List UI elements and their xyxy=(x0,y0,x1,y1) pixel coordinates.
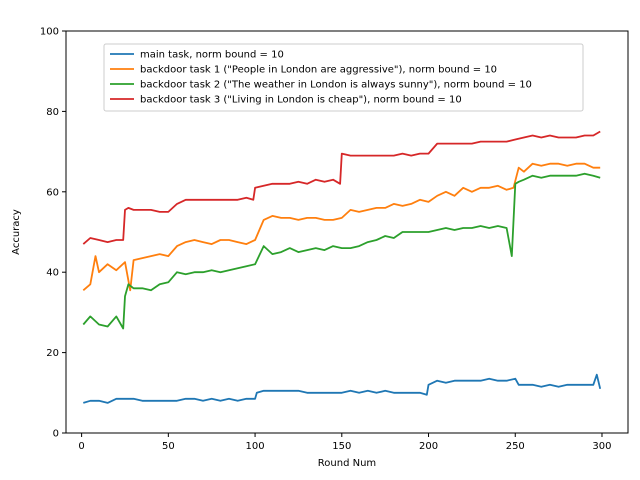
x-axis-ticks: 0 50 100 150 200 250 300 xyxy=(78,433,612,452)
series-line-4 xyxy=(82,130,601,245)
legend-label-4: backdoor task 3 ("Living in London is ch… xyxy=(140,95,462,106)
legend: main task, norm bound = 10 backdoor task … xyxy=(103,43,584,112)
y-tick-label: 100 xyxy=(40,27,59,38)
x-axis-title: Round Num xyxy=(318,458,376,469)
y-tick-label: 20 xyxy=(46,348,59,359)
legend-label-2: backdoor task 1 ("People in London are a… xyxy=(140,65,497,76)
legend-label-3: backdoor task 2 ("The weather in London … xyxy=(140,80,532,91)
y-tick-label: 0 xyxy=(53,429,59,440)
y-tick-label: 40 xyxy=(46,268,59,279)
axes-frame xyxy=(65,30,629,434)
y-tick-label: 60 xyxy=(46,187,59,198)
x-tick-label: 250 xyxy=(506,441,525,452)
x-tick-label: 50 xyxy=(162,441,175,452)
series-line-1 xyxy=(83,373,602,404)
series-line-2 xyxy=(82,162,601,292)
x-tick-label: 100 xyxy=(246,441,265,452)
plot-area xyxy=(82,130,602,404)
y-axis-ticks: 0 20 40 60 80 100 xyxy=(40,27,66,440)
legend-label-1: main task, norm bound = 10 xyxy=(140,50,284,61)
x-tick-label: 150 xyxy=(332,441,351,452)
x-tick-label: 200 xyxy=(419,441,438,452)
y-axis-title: Accuracy xyxy=(11,209,22,255)
x-tick-label: 0 xyxy=(78,441,84,452)
series-line-3 xyxy=(82,172,601,330)
legend-box xyxy=(103,43,584,112)
y-tick-label: 80 xyxy=(46,107,59,118)
x-tick-label: 300 xyxy=(592,441,611,452)
